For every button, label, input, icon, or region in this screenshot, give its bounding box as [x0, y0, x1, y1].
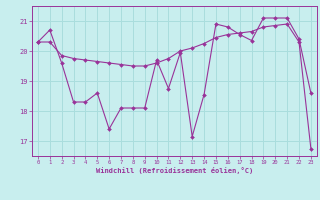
- X-axis label: Windchill (Refroidissement éolien,°C): Windchill (Refroidissement éolien,°C): [96, 167, 253, 174]
